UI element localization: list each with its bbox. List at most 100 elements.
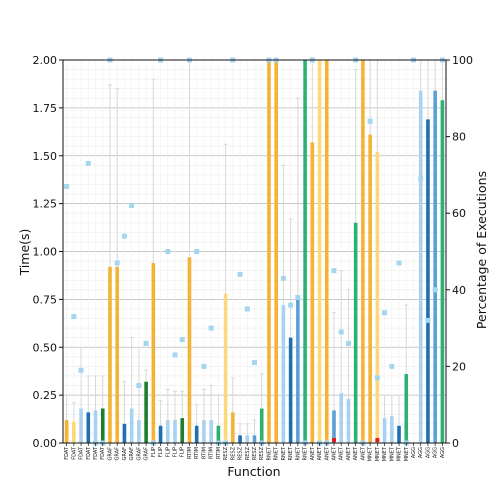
y-tick-label: 1.50: [33, 150, 58, 163]
y-tick-label: 0.50: [33, 341, 58, 354]
percentage-marker: [201, 363, 207, 369]
percentage-marker: [237, 271, 243, 277]
bar: [187, 257, 192, 443]
y2-tick-label: 60: [452, 207, 466, 220]
percentage-marker: [367, 118, 373, 124]
x-tick-label: RNET: [281, 446, 287, 460]
percentage-marker: [331, 268, 337, 274]
x-tick-label: RNET: [303, 446, 309, 460]
x-tick-label: RTIM: [216, 447, 222, 459]
bar: [252, 435, 257, 443]
bar: [332, 410, 336, 443]
bar: [122, 423, 127, 443]
x-tick-label: FDAT: [100, 446, 106, 460]
bar: [173, 420, 177, 443]
x-tick-label: FLIP: [158, 447, 164, 457]
bar: [231, 412, 235, 443]
bar: [288, 337, 293, 443]
x-tick-label: ANET: [310, 446, 316, 460]
bar: [108, 266, 112, 443]
bar: [86, 412, 91, 443]
bar: [93, 410, 98, 443]
small-marker: [375, 438, 380, 443]
y2-tick-label: 0: [452, 437, 459, 450]
x-tick-label: FDAT: [93, 446, 99, 460]
y2-tick-label: 20: [452, 360, 466, 373]
percentage-marker: [345, 340, 351, 346]
x-tick-label: FDAT: [71, 446, 77, 460]
x-tick-label: RTIM: [209, 447, 215, 459]
percentage-marker: [389, 363, 395, 369]
bar: [418, 90, 423, 443]
x-tick-label: FDAT: [86, 446, 92, 460]
x-tick-label: GRAF: [144, 447, 150, 461]
bar: [100, 408, 105, 443]
percentage-marker: [179, 337, 185, 343]
bar: [165, 420, 170, 443]
bar: [296, 297, 300, 443]
error-bars: [64, 59, 445, 436]
bar: [137, 420, 141, 443]
x-tick-label: FLIP: [173, 447, 179, 457]
x-tick-label: ANET: [317, 446, 323, 460]
x-tick-label: MNET: [397, 446, 403, 461]
bar: [310, 142, 315, 443]
percentage-marker: [64, 183, 70, 189]
x-tick-label: RESZ: [223, 446, 229, 460]
x-tick-label: RESZ: [238, 446, 244, 460]
grid-lines: [63, 59, 446, 444]
bar: [317, 60, 322, 443]
x-tick-label: RTIM: [194, 447, 200, 459]
x-tick-label: RESZ: [252, 446, 258, 460]
bar: [375, 151, 380, 444]
x-tick-label: AGG: [411, 447, 417, 458]
x-tick-label: FLIP: [180, 447, 186, 457]
percentage-marker: [396, 260, 402, 266]
x-tick-label: AGG: [425, 447, 431, 458]
bar: [346, 398, 351, 443]
x-tick-label: FLIP: [151, 447, 157, 457]
percentage-marker: [194, 249, 200, 254]
x-tick-label: FLIP: [165, 447, 171, 457]
y2-tick-label: 80: [452, 131, 466, 144]
x-tick-label: MNET: [382, 446, 388, 461]
percentage-marker: [143, 340, 149, 346]
percentage-marker: [295, 294, 301, 300]
percentage-marker: [418, 176, 424, 182]
bar: [433, 90, 437, 443]
percentage-marker: [165, 249, 171, 254]
percentage-marker: [244, 306, 250, 312]
bar: [404, 374, 409, 443]
bar: [216, 425, 221, 443]
x-tick-label: RESZ: [259, 446, 265, 460]
bar: [115, 266, 119, 443]
x-tick-label: RNET: [266, 446, 272, 460]
bar: [361, 60, 365, 443]
percentage-marker: [172, 352, 178, 358]
bar: [64, 420, 69, 443]
x-tick-label: GRAF: [136, 447, 142, 461]
percentage-marker: [208, 325, 214, 331]
bar: [267, 60, 271, 443]
bar: [382, 418, 387, 443]
x-tick-label: AGG: [440, 447, 446, 458]
bar: [194, 425, 199, 443]
x-tick-label: FDAT: [64, 446, 70, 460]
percentage-marker: [129, 203, 135, 209]
bar: [180, 418, 185, 443]
y2-tick-label: 100: [452, 54, 473, 67]
x-tick-label: MNET: [368, 446, 374, 461]
bar: [397, 425, 401, 443]
x-tick-label: ANET: [346, 446, 352, 460]
bar: [440, 100, 445, 443]
bar: [339, 393, 344, 443]
x-tick-label: AGG: [418, 447, 424, 458]
x-tick-label: RTIM: [201, 447, 207, 459]
percentage-marker: [136, 383, 142, 389]
bar: [144, 381, 148, 443]
bar: [158, 425, 163, 443]
x-tick-label: GRAF: [115, 447, 121, 461]
percentage-marker: [338, 329, 344, 335]
